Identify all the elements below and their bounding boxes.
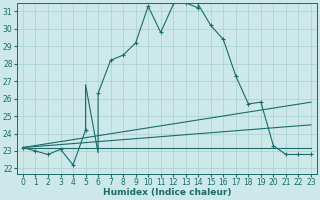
X-axis label: Humidex (Indice chaleur): Humidex (Indice chaleur): [103, 188, 231, 197]
